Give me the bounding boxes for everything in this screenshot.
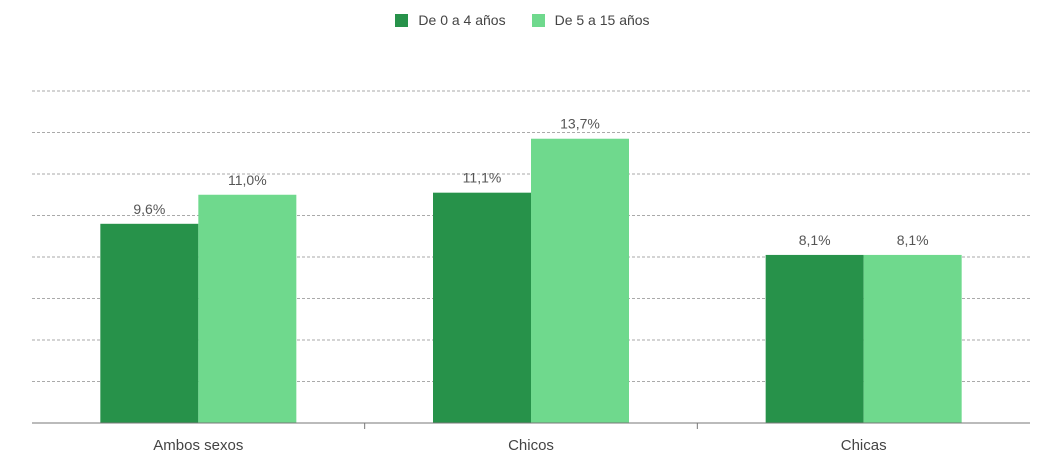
bar	[100, 223, 199, 423]
data-label: 11,1%	[463, 170, 502, 186]
bar	[198, 194, 297, 423]
x-tick-label: Ambos sexos	[153, 437, 243, 454]
legend-swatch-0-4	[395, 13, 409, 27]
legend-label-0-4: De 0 a 4 años	[418, 12, 506, 28]
legend-label-5-15: De 5 a 15 años	[554, 12, 650, 28]
data-label: 9,6%	[133, 201, 165, 217]
bar	[863, 254, 962, 423]
bar	[765, 254, 864, 423]
x-tick-label: Chicas	[841, 437, 887, 454]
legend-item-5-15: De 5 a 15 años	[531, 12, 650, 28]
legend-swatch-5-15	[531, 13, 545, 27]
bar	[433, 192, 531, 423]
bar	[531, 138, 629, 423]
legend-item-0-4: De 0 a 4 años	[395, 12, 506, 28]
data-label: 13,7%	[560, 116, 600, 132]
data-label: 11,0%	[228, 172, 267, 188]
legend: De 0 a 4 años De 5 a 15 años	[0, 12, 1045, 28]
data-label: 8,1%	[799, 232, 831, 248]
x-tick-label: Chicos	[508, 437, 554, 454]
data-label: 8,1%	[897, 232, 929, 248]
